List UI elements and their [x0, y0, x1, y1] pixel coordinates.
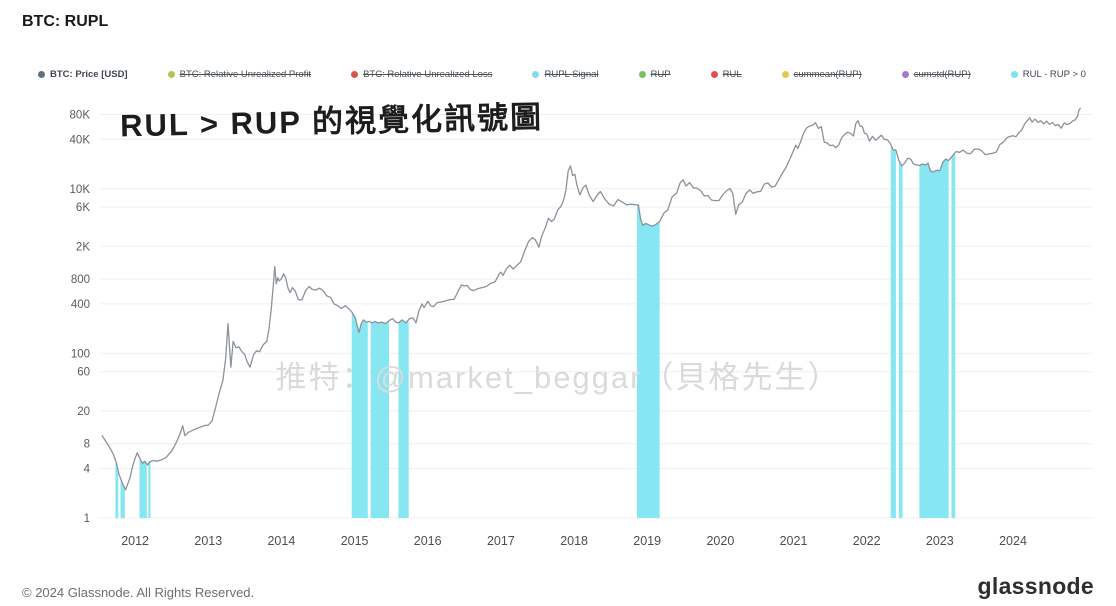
legend-item-rup[interactable]: RUP [638, 69, 671, 80]
x-axis-tick-label: 2017 [487, 534, 515, 548]
btc-price-line [101, 107, 1081, 491]
y-axis-tick-label: 60 [77, 367, 90, 379]
signal-band [898, 160, 903, 518]
x-axis-tick-label: 2024 [999, 534, 1027, 548]
signal-band [120, 478, 125, 518]
x-axis-tick-label: 2014 [267, 534, 295, 548]
handwritten-annotation: RUL > RUP 的視覺化訊號圖 [119, 99, 544, 144]
y-axis-tick-label: 40K [70, 134, 91, 146]
legend-item-btc-relative-unrealized-loss[interactable]: BTC: Relative Unrealized Loss [351, 69, 492, 80]
legend-item-btc-relative-unrealized-profit[interactable]: BTC: Relative Unrealized Profit [167, 69, 312, 80]
signal-band [890, 144, 896, 518]
price-chart: 80K 40K 10K 6K 2K 800 400 100 60 20 8 4 1 2012 2013 201… [70, 107, 1092, 548]
legend-label: RUP [650, 69, 671, 80]
signal-band [637, 204, 660, 518]
legend-dot [38, 71, 45, 78]
legend-label: BTC: Relative Unrealized Loss [363, 69, 493, 80]
x-axis-tick-label: 2021 [780, 534, 808, 548]
y-axis-tick-label: 4 [84, 464, 91, 476]
legend-dot [710, 71, 718, 78]
y-axis-tick-label: 20 [77, 406, 90, 418]
legend-dot [1010, 71, 1018, 78]
chart-area: 80K 40K 10K 6K 2K 800 400 100 60 20 8 4 1 2012 2013 201… [70, 99, 1092, 548]
signal-band [351, 311, 368, 518]
y-axis-tick-label: 100 [71, 348, 90, 360]
page-title: BTC: RUPL [22, 13, 109, 30]
signal-band [115, 459, 119, 518]
signal-band [148, 461, 151, 518]
legend-label: BTC: Price [USD] [50, 69, 128, 80]
glassnode-logo: glassnode [977, 573, 1094, 599]
legend-item-btc-price-usd[interactable]: BTC: Price [USD] [38, 69, 128, 80]
legend-item-cumstd-rup[interactable]: cumstd(RUP) [901, 69, 971, 80]
legend-label: BTC: Relative Unrealized Profit [179, 69, 312, 80]
legend-item-rupl-signal[interactable]: RUPL Signal [532, 69, 599, 80]
y-axis-tick-label: 800 [71, 274, 90, 286]
legend-label: RUL - RUP > 0 [1022, 69, 1086, 80]
x-axis-tick-label: 2019 [633, 534, 661, 548]
y-axis-tick-label: 2K [76, 241, 90, 253]
y-axis-tick-label: 400 [71, 299, 90, 311]
y-axis-tick-label: 80K [70, 110, 91, 122]
x-axis-tick-label: 2023 [926, 534, 954, 548]
x-axis-tick-label: 2022 [853, 534, 881, 548]
legend-item-cummean-rup[interactable]: cummean(RUP) [781, 69, 862, 80]
legend-label: RUPL Signal [544, 69, 599, 80]
signal-band [398, 319, 409, 518]
y-axis-tick-label: 8 [84, 439, 90, 451]
legend-dot [532, 71, 540, 78]
legend-label: cumstd(RUP) [913, 69, 971, 80]
x-axis-tick-label: 2013 [194, 534, 222, 548]
footer: © 2024 Glassnode. All Rights Reserved. g… [22, 573, 1094, 600]
signal-band [370, 320, 390, 518]
legend-dot [167, 71, 175, 78]
y-axis-tick-label: 10K [70, 184, 91, 196]
legend-item-rul[interactable]: RUL [710, 69, 742, 80]
legend-dot [781, 71, 789, 78]
x-axis-tick-label: 2015 [341, 534, 369, 548]
x-axis-tick-label: 2012 [121, 534, 149, 548]
y-axis-tick-label: 1 [84, 513, 90, 525]
legend-dot [351, 71, 359, 78]
signal-band [139, 457, 147, 518]
legend-item-rul-rup-0[interactable]: RUL - RUP > 0 [1010, 69, 1086, 80]
x-axis-tick-label: 2018 [560, 534, 588, 548]
legend-label: cummean(RUP) [793, 69, 862, 80]
legend-dot [901, 71, 909, 78]
chart-legend: BTC: Price [USD] BTC: Relative Unrealized… [38, 69, 1086, 80]
legend-label: RUL [722, 69, 742, 80]
x-axis-tick-label: 2016 [414, 534, 442, 548]
copyright-text: © 2024 Glassnode. All Rights Reserved. [22, 585, 255, 600]
signal-band [919, 159, 949, 518]
y-axis-tick-label: 6K [76, 202, 90, 214]
legend-dot [638, 71, 646, 78]
signal-band [951, 152, 956, 518]
x-axis-tick-label: 2020 [706, 534, 734, 548]
